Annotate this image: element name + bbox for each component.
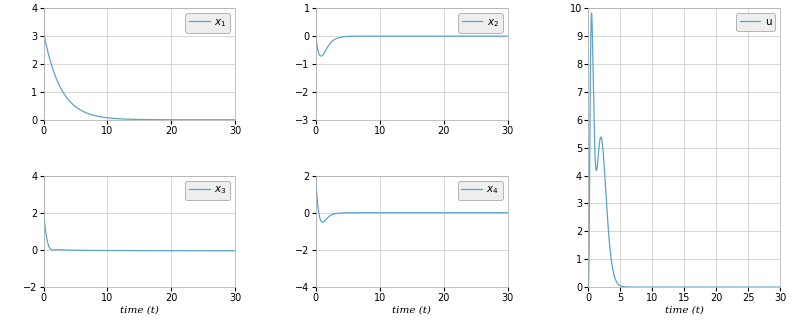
Legend: $x_2$: $x_2$ xyxy=(458,14,503,33)
Legend: $x_1$: $x_1$ xyxy=(185,14,230,33)
X-axis label: time (t): time (t) xyxy=(392,306,432,314)
X-axis label: time (t): time (t) xyxy=(664,306,703,314)
Legend: u: u xyxy=(736,14,775,31)
Legend: $x_3$: $x_3$ xyxy=(185,181,230,200)
X-axis label: time (t): time (t) xyxy=(120,306,159,314)
Legend: $x_4$: $x_4$ xyxy=(458,181,503,200)
